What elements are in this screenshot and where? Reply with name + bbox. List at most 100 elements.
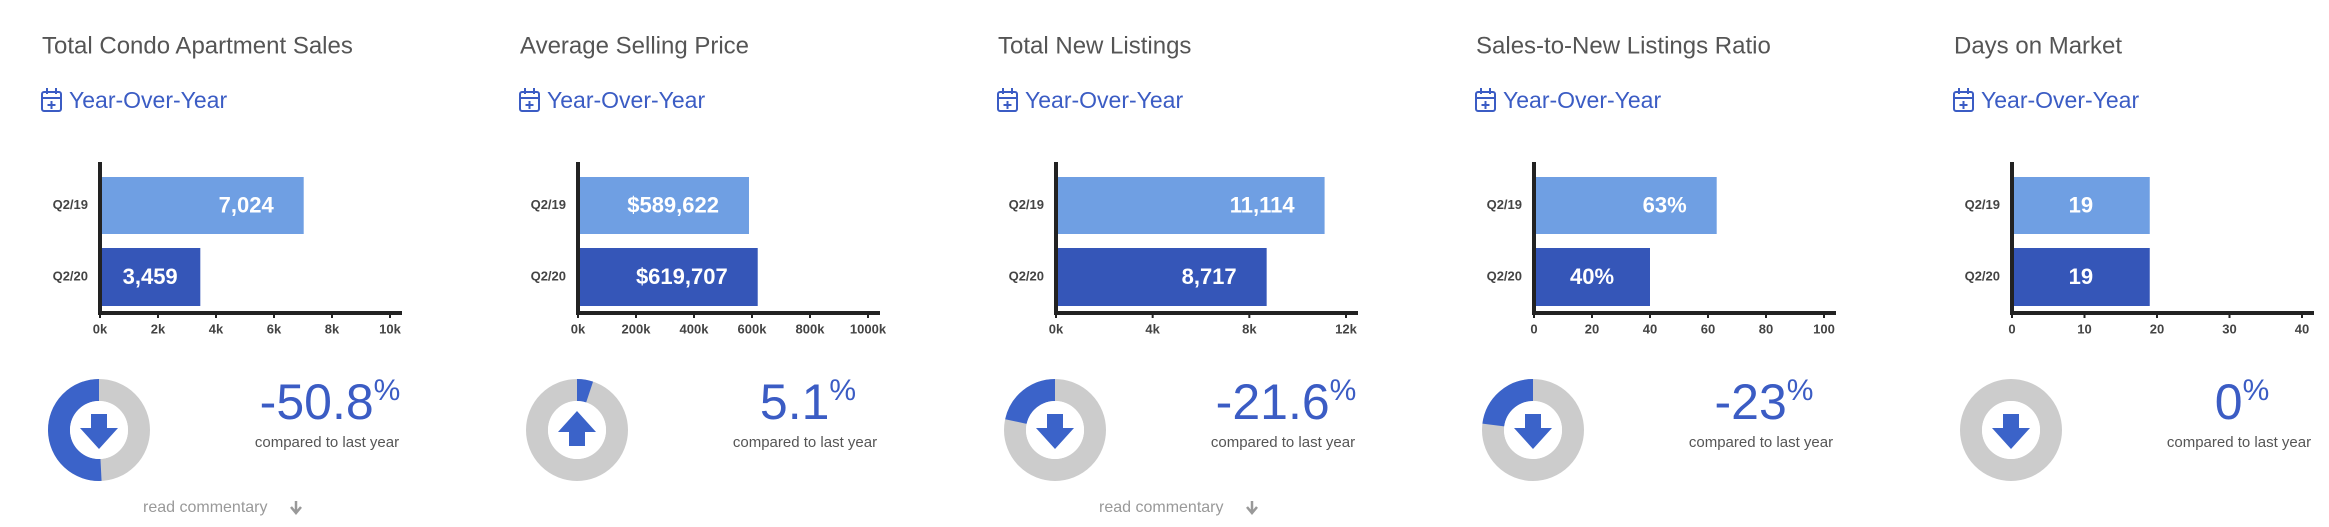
x-tick-label: 20 [1585, 321, 1599, 336]
change-note: compared to last year [1211, 434, 1355, 451]
calendar-icon [1475, 91, 1496, 112]
calendar-icon [1958, 88, 1969, 109]
value-label: 40% [1570, 264, 1614, 289]
change-number: -23 [1715, 374, 1787, 430]
value-label: $589,622 [627, 192, 719, 217]
x-tick-label: 30 [2222, 321, 2236, 336]
gauge-arc [576, 379, 594, 403]
change-unit: % [1787, 374, 1814, 407]
calendar-icon [41, 91, 62, 112]
panel-title: Average Selling Price [520, 32, 749, 59]
change-note: compared to last year [1689, 434, 1833, 451]
x-tick-label: 2k [151, 321, 166, 336]
bar [578, 177, 749, 234]
category-label: Q2/20 [531, 268, 566, 283]
calendar-icon [1480, 88, 1491, 109]
change-value: -50.8% [260, 374, 401, 430]
x-tick-label: 200k [622, 321, 652, 336]
commentary-arrow [1246, 501, 1258, 515]
bar [2012, 248, 2150, 306]
bar [578, 248, 758, 306]
x-tick-label: 80 [1759, 321, 1773, 336]
arrow-down [1036, 414, 1074, 449]
calendar-icon [1953, 91, 1974, 112]
category-label: Q2/19 [53, 197, 88, 212]
x-tick-label: 800k [796, 321, 826, 336]
arrow-down [1992, 414, 2030, 449]
x-tick-label: 0k [571, 321, 586, 336]
value-label: $619,707 [636, 264, 728, 289]
arrow-down [1514, 414, 1552, 449]
x-tick-label: 12k [1335, 321, 1357, 336]
x-tick-label: 40 [1643, 321, 1657, 336]
panel-subtitle: Year-Over-Year [547, 87, 705, 113]
bar [1056, 177, 1325, 234]
change-note: compared to last year [2167, 434, 2311, 451]
x-tick-label: 10k [379, 321, 401, 336]
change-value: -23% [1715, 374, 1814, 430]
panel-title: Days on Market [1954, 32, 2122, 59]
change-number: -50.8 [260, 374, 374, 430]
calendar-icon [1002, 88, 1013, 109]
calendar-icon [519, 91, 540, 112]
calendar-icon [46, 88, 57, 109]
change-unit: % [1330, 374, 1357, 407]
value-label: 3,459 [123, 264, 178, 289]
value-label: 19 [2069, 192, 2093, 217]
change-unit: % [374, 374, 401, 407]
arrow-up [558, 411, 596, 446]
category-label: Q2/20 [1487, 268, 1522, 283]
bar [100, 248, 201, 306]
x-tick-label: 0 [2008, 321, 2015, 336]
change-value: 0% [2215, 374, 2270, 430]
gauge-arc [1005, 379, 1056, 425]
x-tick-label: 40 [2295, 321, 2309, 336]
x-tick-label: 60 [1701, 321, 1715, 336]
change-value: 5.1% [760, 374, 856, 430]
change-number: 0 [2215, 374, 2243, 430]
x-tick-label: 0k [93, 321, 108, 336]
read-commentary[interactable]: read commentary [1099, 499, 1224, 516]
calendar-icon [524, 88, 535, 109]
bar [2012, 177, 2150, 234]
change-note: compared to last year [255, 434, 399, 451]
gauge-arc [48, 379, 102, 481]
commentary-arrow [290, 501, 302, 515]
change-number: 5.1 [760, 374, 830, 430]
category-label: Q2/19 [1487, 197, 1522, 212]
bar [1056, 248, 1267, 306]
read-commentary[interactable]: read commentary [143, 499, 268, 516]
category-label: Q2/20 [1009, 268, 1044, 283]
panel-subtitle: Year-Over-Year [1025, 87, 1183, 113]
x-tick-label: 600k [738, 321, 768, 336]
value-label: 63% [1643, 192, 1687, 217]
x-tick-label: 8k [325, 321, 340, 336]
value-label: 11,114 [1230, 192, 1296, 217]
panel-subtitle: Year-Over-Year [1503, 87, 1661, 113]
x-tick-label: 20 [2150, 321, 2164, 336]
gauge-arc [1482, 379, 1534, 428]
change-number: -21.6 [1216, 374, 1330, 430]
value-label: 7,024 [219, 192, 275, 217]
arrow-down [80, 414, 118, 449]
bar [100, 177, 304, 234]
x-tick-label: 400k [680, 321, 710, 336]
category-label: Q2/20 [1965, 268, 2000, 283]
change-unit: % [829, 374, 856, 407]
panel-title: Total Condo Apartment Sales [42, 32, 353, 59]
category-label: Q2/19 [1009, 197, 1044, 212]
category-label: Q2/19 [1965, 197, 2000, 212]
x-tick-label: 10 [2077, 321, 2091, 336]
x-tick-label: 4k [209, 321, 224, 336]
panel-title: Sales-to-New Listings Ratio [1476, 32, 1771, 59]
x-tick-label: 4k [1145, 321, 1160, 336]
x-tick-label: 6k [267, 321, 282, 336]
change-value: -21.6% [1216, 374, 1357, 430]
x-tick-label: 8k [1242, 321, 1257, 336]
change-unit: % [2243, 374, 2270, 407]
bar [1534, 248, 1650, 306]
category-label: Q2/19 [531, 197, 566, 212]
value-label: 19 [2069, 264, 2093, 289]
category-label: Q2/20 [53, 268, 88, 283]
